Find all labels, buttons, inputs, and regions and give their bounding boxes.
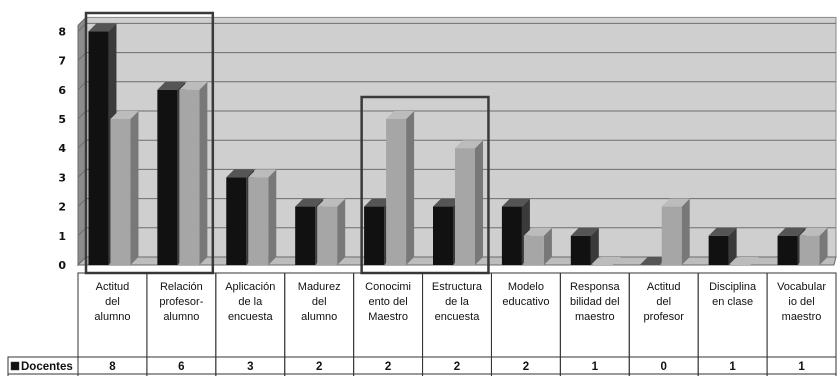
- x-tick-label: Conocimi: [365, 281, 411, 293]
- x-tick-label: Relación: [160, 281, 203, 293]
- bar-docentes: [570, 227, 599, 265]
- x-tick-label: ento del: [369, 296, 408, 308]
- x-tick-label: alumno: [301, 311, 337, 323]
- x-tick-label: maestro: [575, 311, 615, 323]
- data-label: 1: [729, 361, 736, 373]
- bar-alumnos: [248, 169, 277, 265]
- y-tick-label: 3: [58, 171, 66, 184]
- y-tick-label: 5: [58, 113, 66, 126]
- data-label: 2: [316, 361, 322, 373]
- data-label: 3: [247, 361, 253, 373]
- y-tick-label: 7: [58, 55, 66, 68]
- x-tick-label: Actitud: [96, 281, 130, 293]
- data-cell: [766, 373, 837, 376]
- y-tick-label: 0: [58, 259, 66, 272]
- x-tick-label: Aplicación: [225, 281, 275, 293]
- x-tick-label: bilidad del: [570, 296, 620, 308]
- x-tick-label: Actitud: [647, 281, 681, 293]
- bar-alumnos: [317, 198, 346, 265]
- x-tick-label: profesor-: [159, 296, 203, 308]
- x-tick-label: Vocabular: [777, 281, 826, 293]
- data-label: 6: [178, 361, 184, 373]
- data-cell: [353, 373, 424, 376]
- x-tick-label: encuesta: [228, 311, 274, 323]
- data-label: 8: [109, 361, 116, 373]
- legend-label: Docentes: [21, 361, 73, 373]
- x-tick-label: Responsa: [570, 281, 620, 293]
- bar-docentes: [708, 227, 737, 265]
- x-tick-label: del: [105, 296, 120, 308]
- x-tick-label: profesor: [644, 311, 685, 323]
- x-tick-label: en clase: [712, 296, 753, 308]
- data-cell: [146, 373, 217, 376]
- x-tick-label: Maestro: [368, 311, 408, 323]
- data-cell: [284, 373, 355, 376]
- data-label: 2: [454, 361, 460, 373]
- y-tick-label: 8: [58, 25, 66, 38]
- bar-alumnos: [523, 227, 552, 265]
- bar-alumnos: [179, 81, 208, 265]
- data-label: 2: [523, 361, 529, 373]
- data-label: 1: [592, 361, 599, 373]
- x-tick-label: maestro: [782, 311, 822, 323]
- data-label: 1: [798, 361, 805, 373]
- data-cell: [215, 373, 286, 376]
- x-tick-label: de la: [238, 296, 263, 308]
- y-tick-label: 1: [58, 230, 66, 243]
- bar-alumnos: [386, 111, 415, 265]
- bar-alumnos: [661, 198, 690, 265]
- x-tick-label: Madurez: [298, 281, 341, 293]
- legend-cell: [7, 373, 79, 376]
- bar-alumnos: [730, 257, 759, 265]
- x-tick-label: alumno: [163, 311, 199, 323]
- bar-alumnos: [455, 140, 483, 265]
- y-tick-label: 4: [58, 142, 66, 155]
- bar-alumnos: [110, 111, 139, 265]
- x-tick-label: del: [656, 296, 671, 308]
- data-cell: [490, 373, 561, 376]
- x-tick-label: del: [312, 296, 327, 308]
- legend-swatch: [10, 361, 20, 371]
- data-cell: [697, 373, 768, 376]
- x-tick-label: alumno: [94, 311, 130, 323]
- data-cell: [77, 373, 148, 376]
- x-tick-label: educativo: [502, 296, 549, 308]
- y-tick-label: 2: [58, 201, 66, 214]
- x-tick-label: Modelo: [508, 281, 544, 293]
- data-cell: [628, 373, 699, 376]
- data-cell: [559, 373, 630, 376]
- bar-docentes: [639, 257, 668, 265]
- x-tick-label: Disciplina: [709, 281, 757, 293]
- x-tick-label: io del: [788, 296, 814, 308]
- data-label: 0: [661, 361, 667, 373]
- bar-alumnos: [799, 227, 828, 265]
- data-label: 2: [385, 361, 391, 373]
- x-tick-label: Estructura: [432, 281, 483, 293]
- data-cell: [422, 373, 492, 376]
- x-tick-label: de la: [445, 296, 470, 308]
- bar-alumnos: [592, 257, 621, 265]
- x-tick-label: encuesta: [435, 311, 481, 323]
- y-tick-label: 6: [58, 84, 66, 97]
